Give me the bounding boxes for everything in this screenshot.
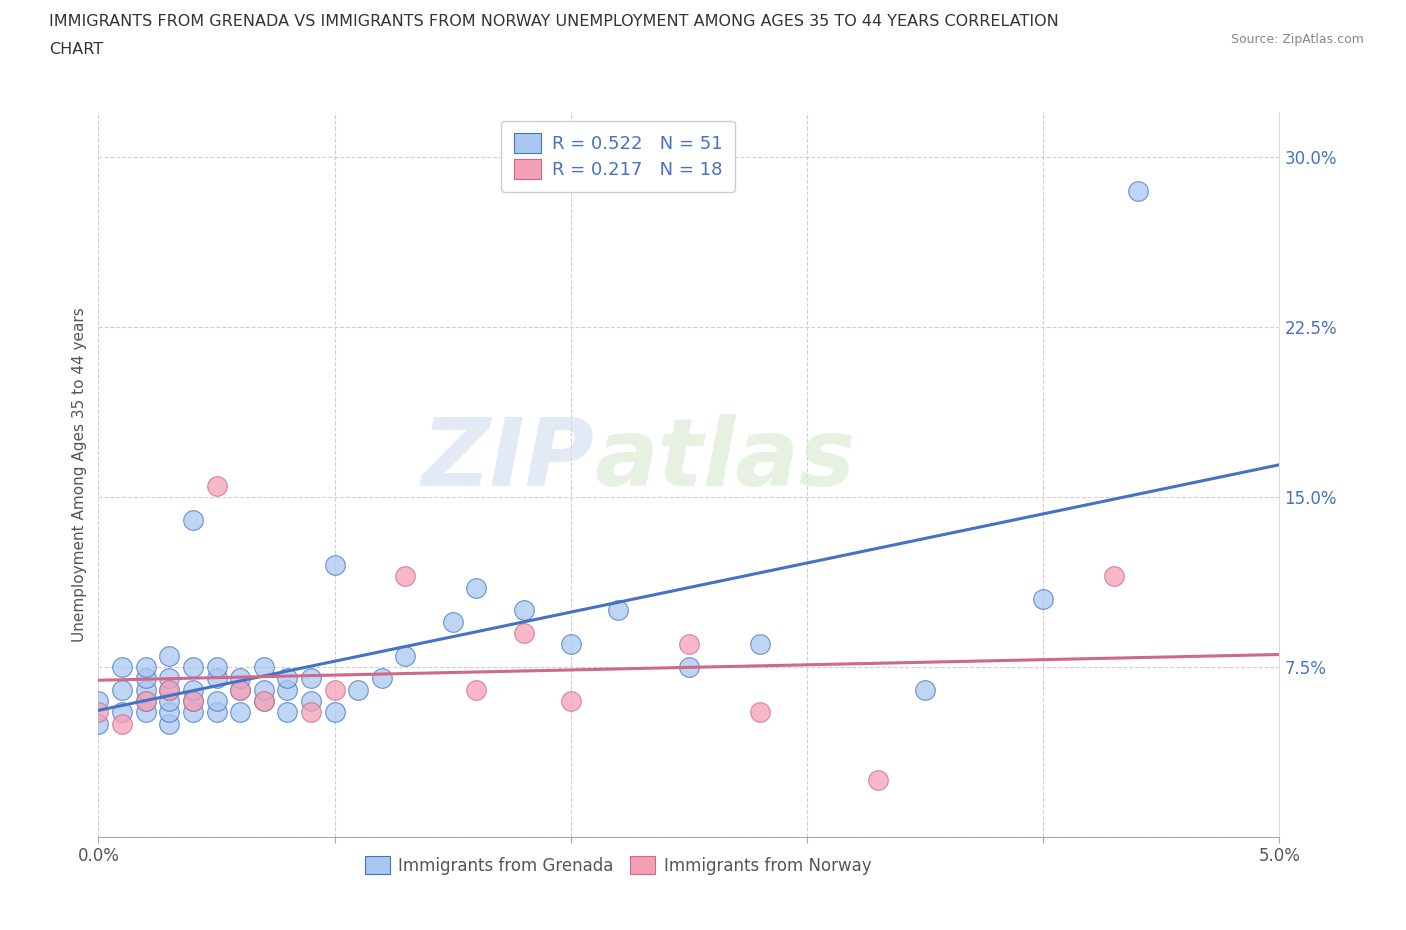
Point xyxy=(866,773,889,788)
Point xyxy=(181,705,204,720)
Point xyxy=(748,637,770,652)
Point xyxy=(205,705,228,720)
Point xyxy=(87,705,110,720)
Point xyxy=(678,637,700,652)
Point xyxy=(157,683,180,698)
Point xyxy=(205,659,228,674)
Point xyxy=(205,694,228,709)
Point xyxy=(135,671,157,685)
Point xyxy=(276,683,298,698)
Point xyxy=(87,694,110,709)
Point xyxy=(157,694,180,709)
Point xyxy=(135,694,157,709)
Point xyxy=(253,683,276,698)
Point xyxy=(181,683,204,698)
Text: IMMIGRANTS FROM GRENADA VS IMMIGRANTS FROM NORWAY UNEMPLOYMENT AMONG AGES 35 TO : IMMIGRANTS FROM GRENADA VS IMMIGRANTS FR… xyxy=(49,14,1059,29)
Point xyxy=(181,694,204,709)
Point xyxy=(157,671,180,685)
Point xyxy=(914,683,936,698)
Point xyxy=(441,614,464,629)
Point xyxy=(229,671,252,685)
Point xyxy=(253,694,276,709)
Point xyxy=(678,659,700,674)
Point xyxy=(111,659,134,674)
Point xyxy=(229,705,252,720)
Point xyxy=(157,648,180,663)
Legend: Immigrants from Grenada, Immigrants from Norway: Immigrants from Grenada, Immigrants from… xyxy=(357,848,880,884)
Point xyxy=(299,705,322,720)
Point xyxy=(607,603,630,618)
Point xyxy=(323,558,346,573)
Point xyxy=(347,683,370,698)
Point xyxy=(253,694,276,709)
Point xyxy=(276,671,298,685)
Point xyxy=(253,659,276,674)
Point xyxy=(394,569,416,584)
Point xyxy=(512,626,534,641)
Point xyxy=(135,694,157,709)
Point xyxy=(157,683,180,698)
Point xyxy=(111,716,134,731)
Point xyxy=(229,683,252,698)
Text: ZIP: ZIP xyxy=(422,414,595,506)
Point xyxy=(1032,591,1054,606)
Y-axis label: Unemployment Among Ages 35 to 44 years: Unemployment Among Ages 35 to 44 years xyxy=(72,307,87,642)
Point xyxy=(205,671,228,685)
Point xyxy=(181,512,204,527)
Point xyxy=(111,683,134,698)
Point xyxy=(181,659,204,674)
Point xyxy=(157,705,180,720)
Point xyxy=(394,648,416,663)
Point xyxy=(229,683,252,698)
Point xyxy=(560,637,582,652)
Point xyxy=(323,683,346,698)
Point xyxy=(157,716,180,731)
Point xyxy=(135,683,157,698)
Point xyxy=(87,716,110,731)
Point xyxy=(181,694,204,709)
Text: Source: ZipAtlas.com: Source: ZipAtlas.com xyxy=(1230,33,1364,46)
Point xyxy=(512,603,534,618)
Point xyxy=(276,705,298,720)
Point xyxy=(560,694,582,709)
Point xyxy=(299,694,322,709)
Point xyxy=(205,478,228,493)
Text: CHART: CHART xyxy=(49,42,103,57)
Point xyxy=(1102,569,1125,584)
Point xyxy=(323,705,346,720)
Point xyxy=(465,580,488,595)
Point xyxy=(1126,183,1149,198)
Point xyxy=(135,659,157,674)
Point xyxy=(111,705,134,720)
Text: atlas: atlas xyxy=(595,414,856,506)
Point xyxy=(371,671,394,685)
Point xyxy=(299,671,322,685)
Point xyxy=(748,705,770,720)
Point xyxy=(465,683,488,698)
Point xyxy=(135,705,157,720)
